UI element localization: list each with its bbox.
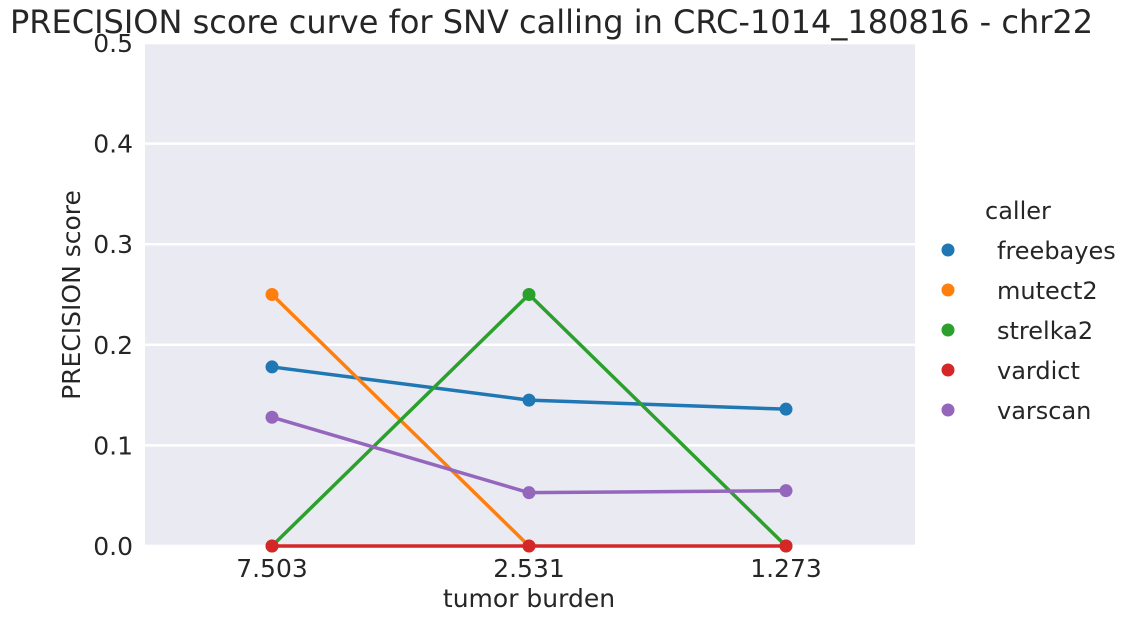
legend-label: freebayes <box>997 237 1116 265</box>
legend-label: strelka2 <box>997 317 1093 345</box>
y-tick-label: 0.1 <box>93 431 133 460</box>
y-tick-label: 0.4 <box>93 130 133 159</box>
series-vardict <box>265 539 793 553</box>
legend-label: vardict <box>997 357 1080 385</box>
data-point-varscan <box>522 486 536 500</box>
legend: caller freebayes mutect2 strelka2 vardict va… <box>941 197 1116 425</box>
legend-item-strelka2: strelka2 <box>941 317 1093 345</box>
legend-marker <box>941 363 955 377</box>
series-layer <box>265 288 793 553</box>
legend-item-varscan: varscan <box>941 397 1091 425</box>
data-point-freebayes <box>779 402 793 416</box>
y-tick-labels: 0.0 0.1 0.2 0.3 0.4 0.5 <box>93 29 133 561</box>
y-tick-label: 0.2 <box>93 331 133 360</box>
legend-marker <box>941 283 955 297</box>
data-point-freebayes <box>265 360 279 374</box>
legend-title: caller <box>985 197 1051 225</box>
data-point-mutect2 <box>265 288 279 301</box>
x-tick-label: 2.531 <box>493 554 565 583</box>
legend-marker <box>941 403 955 417</box>
chart-title: PRECISION score curve for SNV calling in… <box>10 3 1093 41</box>
y-tick-label: 0.3 <box>93 230 133 259</box>
data-point-varscan <box>779 484 793 498</box>
data-point-varscan <box>265 410 279 424</box>
legend-label: mutect2 <box>997 277 1098 305</box>
data-point-freebayes <box>522 393 536 407</box>
data-point-vardict <box>522 539 536 553</box>
x-tick-label: 7.503 <box>236 554 308 583</box>
legend-item-freebayes: freebayes <box>941 237 1116 265</box>
legend-item-mutect2: mutect2 <box>941 277 1098 305</box>
x-tick-label: 1.273 <box>750 554 822 583</box>
legend-marker <box>941 243 955 257</box>
series-varscan <box>265 410 793 500</box>
legend-label: varscan <box>997 397 1091 425</box>
y-tick-label: 0.5 <box>93 29 133 58</box>
legend-item-vardict: vardict <box>941 357 1080 385</box>
x-axis-label: tumor burden <box>443 584 615 613</box>
y-tick-label: 0.0 <box>93 532 133 561</box>
x-tick-labels: 7.503 2.531 1.273 <box>236 554 822 583</box>
data-point-vardict <box>779 539 793 553</box>
data-point-strelka2 <box>522 288 536 301</box>
legend-marker <box>941 323 955 337</box>
data-point-vardict <box>265 539 279 553</box>
y-axis-label: PRECISION score <box>57 190 86 400</box>
